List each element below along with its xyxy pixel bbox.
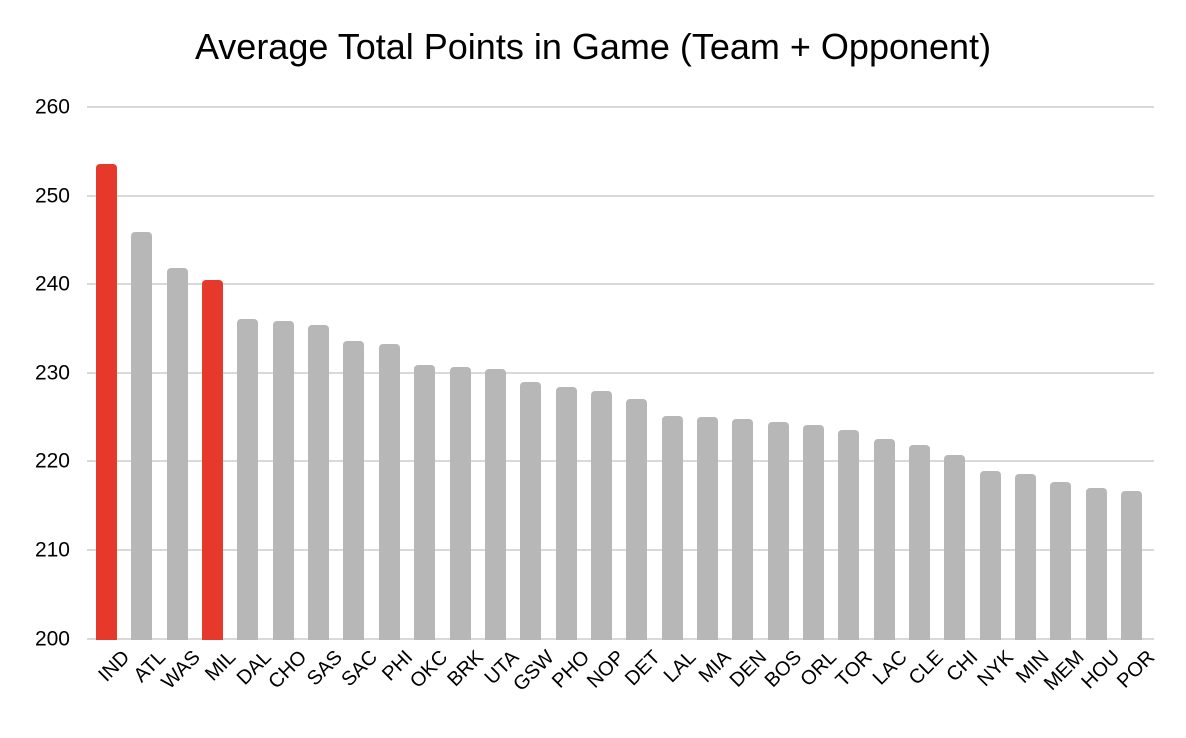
bar-CHI: [944, 455, 966, 640]
y-axis-tick-label: 260: [34, 95, 70, 119]
x-axis-tick-label-DEN: DEN: [725, 646, 771, 692]
x-axis-tick-label-BOS: BOS: [760, 646, 807, 692]
x-axis-tick-label-DET: DET: [620, 646, 665, 691]
bar-SAS: [308, 324, 330, 640]
bar-SAC: [343, 340, 365, 640]
x-axis-tick-label-WAS: WAS: [157, 646, 206, 694]
bar-BRK: [449, 367, 471, 640]
bar-NOP: [590, 390, 612, 640]
x-axis-tick-label-IND: IND: [94, 646, 135, 687]
bar-OKC: [414, 364, 436, 640]
bar-IND: [96, 163, 117, 640]
gridline-y-220: [87, 460, 1154, 463]
bar-CHO: [272, 320, 294, 640]
x-axis-tick-label-NOP: NOP: [583, 646, 630, 693]
x-axis-tick-label-MEM: MEM: [1040, 646, 1089, 695]
y-axis-tick-label: 230: [34, 361, 70, 385]
bar-CLE: [909, 445, 931, 640]
x-axis-tick-label-MIL: MIL: [201, 646, 241, 686]
y-axis-tick-label: 240: [34, 272, 70, 296]
bar-LAC: [873, 439, 895, 640]
bar-DAL: [237, 318, 259, 640]
bar-PHO: [555, 386, 577, 640]
x-axis-tick-label-BRK: BRK: [443, 646, 488, 691]
x-axis-tick-label-OKC: OKC: [406, 646, 453, 693]
bar-MEM: [1050, 481, 1072, 640]
chart-title: Average Total Points in Game (Team + Opp…: [194, 26, 992, 67]
gridline-y-200: [87, 637, 1154, 640]
x-axis-tick-label-LAC: LAC: [868, 646, 913, 690]
bar-DET: [626, 399, 648, 640]
x-axis-tick-label-CHI: CHI: [942, 646, 983, 687]
bar-MIL: [202, 279, 224, 640]
x-axis-tick-label-SAS: SAS: [302, 646, 347, 691]
x-axis-tick-label-CLE: CLE: [904, 646, 948, 690]
x-axis-tick-label-LAL: LAL: [659, 646, 700, 688]
bar-BOS: [767, 421, 789, 640]
gridline-y-230: [87, 371, 1154, 374]
x-axis-tick-label-HOU: HOU: [1077, 646, 1125, 694]
x-axis-tick-label-NYK: NYK: [973, 646, 1019, 691]
bar-PHI: [378, 344, 400, 640]
bar-WAS: [166, 268, 188, 640]
bar-POR: [1121, 490, 1143, 640]
bar-ATL: [131, 231, 153, 640]
x-axis-tick-label-ORL: ORL: [796, 646, 842, 691]
bar-LAL: [661, 416, 683, 640]
y-axis-tick-label: 200: [34, 627, 70, 651]
x-axis-tick-label-POR: POR: [1113, 646, 1160, 693]
x-axis-tick-label-CHO: CHO: [264, 646, 312, 694]
x-axis-tick-label-TOR: TOR: [831, 646, 877, 692]
gridline-y-260: [87, 106, 1154, 108]
bar-NYK: [979, 471, 1001, 640]
gridline-y-250: [87, 194, 1154, 197]
bar-TOR: [838, 429, 860, 640]
bar-DEN: [732, 418, 754, 640]
bar-MIN: [1015, 473, 1037, 640]
x-axis-tick-label-MIA: MIA: [694, 646, 736, 687]
x-axis-tick-label-SAC: SAC: [337, 646, 382, 691]
x-axis-tick-label-PHO: PHO: [547, 646, 594, 693]
gridline-y-240: [87, 283, 1154, 286]
bar-UTA: [484, 369, 506, 640]
gridline-y-210: [87, 549, 1154, 551]
bar-GSW: [520, 381, 542, 640]
y-axis-tick-label: 210: [34, 538, 70, 562]
bar-ORL: [803, 425, 824, 640]
y-axis-tick-label: 250: [34, 184, 70, 208]
bar-HOU: [1085, 487, 1107, 640]
y-axis-tick-label: 220: [34, 449, 70, 473]
bar-MIA: [696, 417, 718, 640]
